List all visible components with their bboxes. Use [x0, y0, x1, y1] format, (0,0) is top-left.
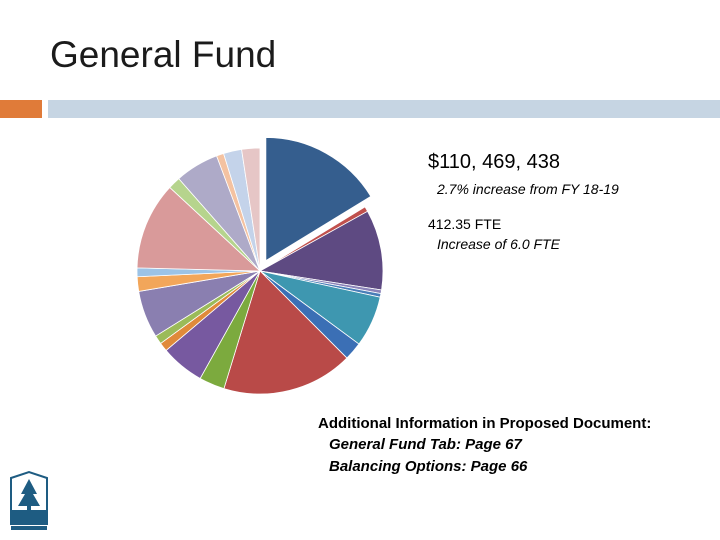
balancing-options-reference: Balancing Options: Page 66 [329, 458, 528, 475]
pie-slice [136, 186, 262, 272]
pie-svg [136, 137, 384, 395]
pie-slice [258, 210, 384, 291]
page-title: General Fund [50, 34, 277, 75]
fte-increase-note: Increase of 6.0 FTE [437, 236, 560, 252]
county-tree-logo-icon [6, 470, 52, 534]
budget-amount: $110, 469, 438 [428, 151, 560, 173]
additional-info-heading: Additional Information in Proposed Docum… [318, 415, 652, 432]
budget-pie-chart [130, 120, 390, 410]
pie-slice [241, 147, 261, 272]
header-rule-bar [48, 100, 720, 118]
budget-increase-note: 2.7% increase from FY 18-19 [437, 181, 619, 197]
pie-slice [265, 137, 372, 262]
general-fund-tab-reference: General Fund Tab: Page 67 [329, 436, 522, 453]
fte-count: 412.35 FTE [428, 216, 502, 232]
pie-slice [223, 270, 348, 395]
accent-bar [0, 100, 42, 118]
